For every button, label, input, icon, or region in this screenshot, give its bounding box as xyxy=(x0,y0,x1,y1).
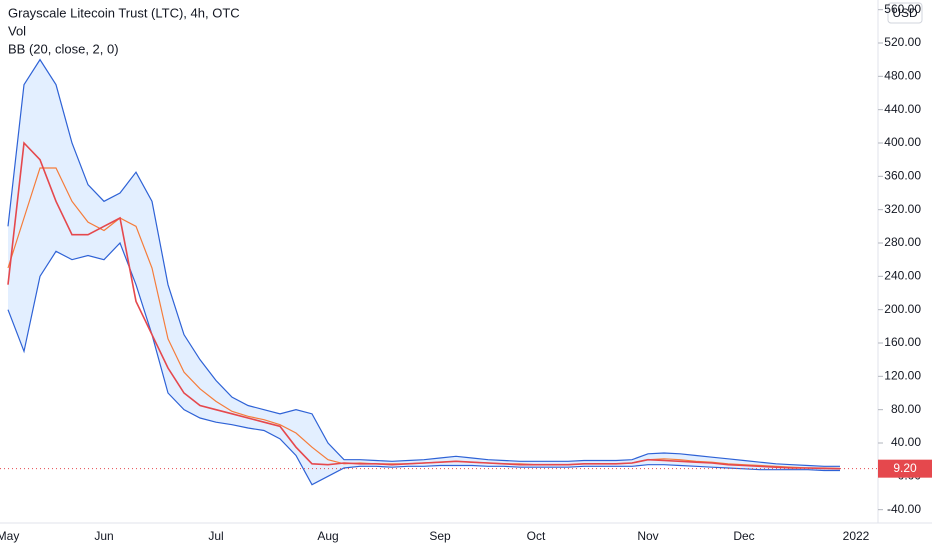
chart-title: Grayscale Litecoin Trust (LTC), 4h, OTC xyxy=(8,5,240,20)
currency[interactable]: USD xyxy=(892,6,918,20)
x-tick-label: Dec xyxy=(733,529,754,543)
legend: Grayscale Litecoin Trust (LTC), 4h, OTC … xyxy=(8,5,240,56)
x-tick-label: May xyxy=(0,529,19,543)
y-tick-label: 400.00 xyxy=(884,135,921,149)
x-tick-label: Nov xyxy=(637,529,658,543)
y-tick-label: 160.00 xyxy=(884,335,921,349)
x-tick-label: Sep xyxy=(429,529,451,543)
y-tick-label: 240.00 xyxy=(884,269,921,283)
series-line xyxy=(7,58,840,467)
currency-box[interactable] xyxy=(887,2,923,24)
y-tick-label: 120.00 xyxy=(884,369,921,383)
y-tick-label: 360.00 xyxy=(884,169,921,183)
y-tick-label: 560.00 xyxy=(884,2,921,16)
series-line xyxy=(7,241,840,486)
series-line xyxy=(7,141,841,470)
x-tick-label: Jun xyxy=(94,529,113,543)
x-tick-label: 2022 xyxy=(843,529,870,543)
y-tick-label: 40.00 xyxy=(891,435,921,449)
band-fill xyxy=(8,59,840,485)
y-tick-label: 520.00 xyxy=(884,35,921,49)
y-tick-label: 440.00 xyxy=(884,102,921,116)
x-tick-label: Aug xyxy=(317,529,338,543)
x-tick-label: Oct xyxy=(527,529,546,543)
y-tick-label: -40.00 xyxy=(887,502,921,516)
y-tick-label: 200.00 xyxy=(884,302,921,316)
last-price-tag xyxy=(878,459,932,478)
y-tick-label: 480.00 xyxy=(884,69,921,83)
indicator-label: BB (20, close, 2, 0) xyxy=(8,41,119,56)
x-tick-label: Jul xyxy=(208,529,223,543)
y-tick-label: 320.00 xyxy=(884,202,921,216)
last-price-label: 9.20 xyxy=(893,461,917,475)
y-tick-label: 80.00 xyxy=(891,402,921,416)
indicator-label: Vol xyxy=(8,23,26,38)
plot xyxy=(7,58,841,486)
y-tick-label: 280.00 xyxy=(884,235,921,249)
